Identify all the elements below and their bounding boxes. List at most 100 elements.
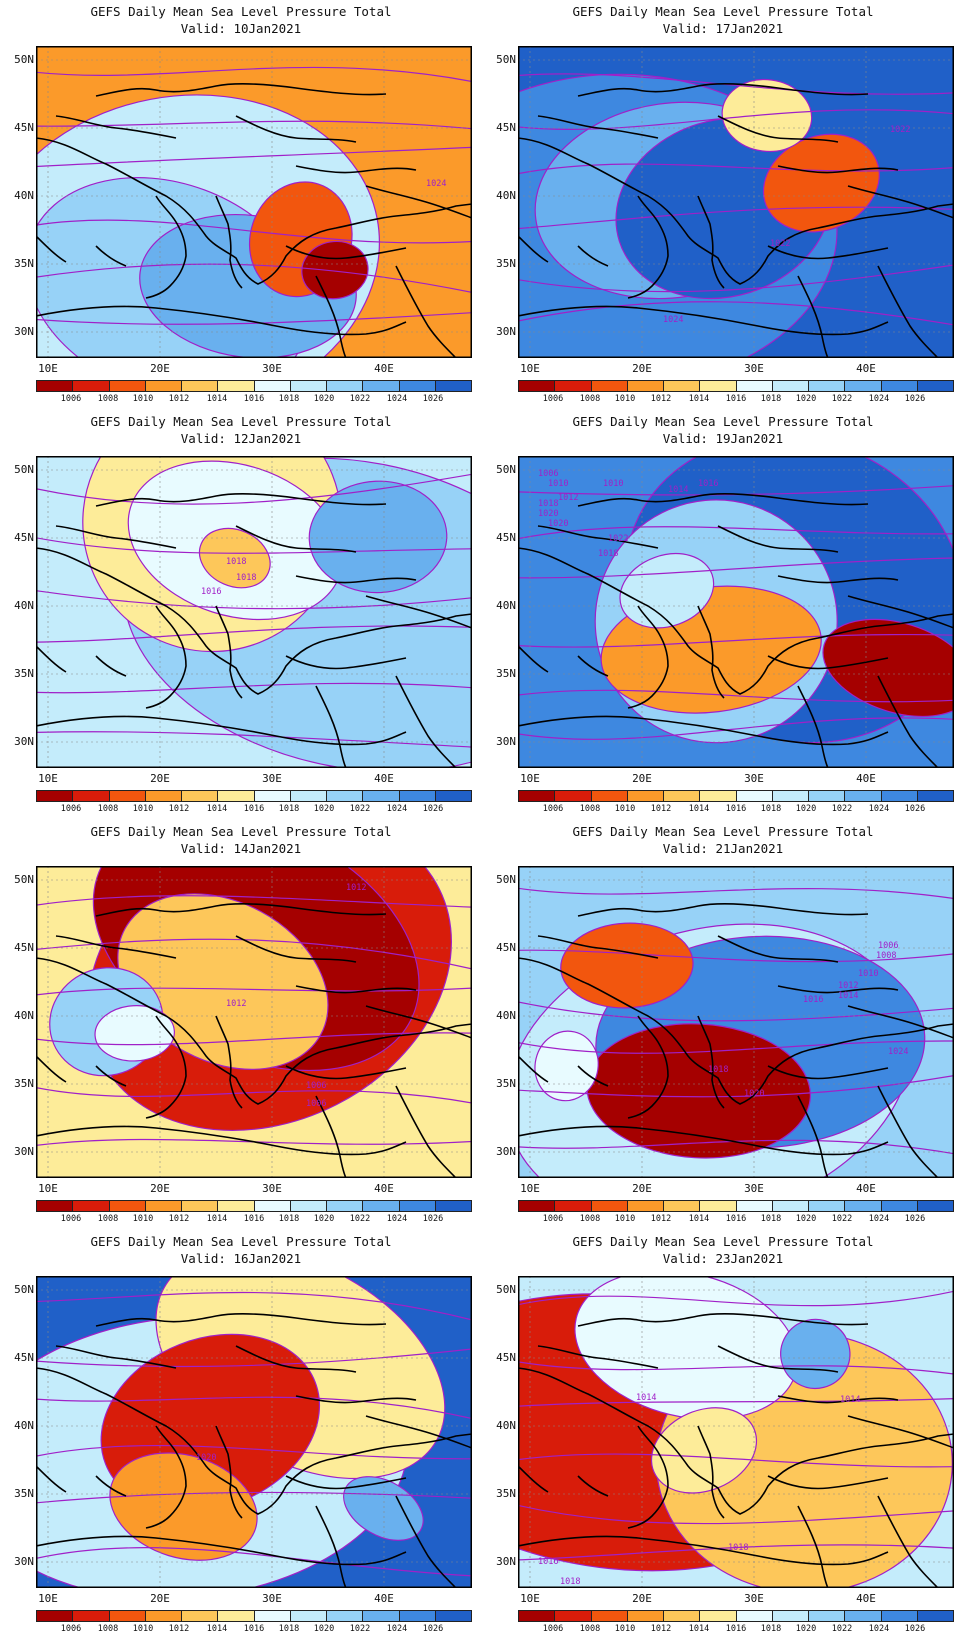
longitude-label: 30E [744,772,764,785]
colorbar-label: 1018 [278,394,300,404]
isobar-line [36,473,472,505]
coastline [518,235,549,263]
colorbar-swatch [809,1201,846,1211]
colorbar-label: 1006 [542,394,564,404]
longitude-label: 30E [262,1592,282,1605]
isobar-label: 1008 [876,951,896,961]
isobar-label: 1016 [201,587,221,597]
coastline [518,645,549,673]
pressure-band [308,480,448,594]
colorbar-label: 1008 [97,1624,119,1634]
isobar-label: 1020 [538,509,558,519]
coastline [95,493,387,507]
colorbar-label: 1020 [795,1214,817,1224]
colorbar-label: 1022 [349,394,371,404]
pressure-band [534,1030,599,1102]
latitude-label: 50N [496,463,516,476]
longitude-label: 40E [856,1592,876,1605]
colorbar-label: 1012 [650,1214,672,1224]
colorbar-swatch [290,381,327,391]
colorbar-swatch [290,791,327,801]
latitude-label: 35N [14,1487,34,1500]
colorbar-label: 1022 [831,1624,853,1634]
colorbar-label: 1014 [688,394,710,404]
isobar-label: 1018 [728,1543,748,1553]
coastline [877,265,939,358]
coastline [697,605,725,699]
coastline [295,575,417,584]
isobar-label: 1018 [226,557,246,567]
colorbar-label: 1016 [725,804,747,814]
colorbar-label: 1020 [313,1214,335,1224]
coastline [55,115,177,139]
colorbar-label: 1008 [579,1214,601,1224]
colorbar-label: 1018 [760,1214,782,1224]
latitude-label: 45N [496,121,516,134]
colorbar-swatch [627,1201,664,1211]
coastline [36,1055,67,1083]
colorbar-label: 1026 [904,394,926,404]
longitude-label: 10E [520,362,540,375]
map-panel: GEFS Daily Mean Sea Level Pressure Total… [482,410,964,820]
colorbar-swatch [218,1201,255,1211]
isobar-label: 1020 [196,1453,216,1463]
panel-valid-date: Valid: 21Jan2021 [662,841,784,856]
coastline [777,985,899,994]
isobar-label: 1010 [548,479,568,489]
colorbar-swatch [845,791,882,801]
colorbar-swatch [254,381,291,391]
colorbar-swatch [664,1201,701,1211]
colorbar-swatch [182,1611,219,1621]
pressure-band [94,1005,175,1062]
isobar-line [518,1290,954,1307]
colorbar-swatch [772,1201,809,1211]
colorbar-swatch [664,1611,701,1621]
pressure-band [198,527,271,589]
coastline [295,985,417,994]
coastline [215,1015,243,1109]
colorbar-swatch [736,381,773,391]
colorbar-label: 1020 [795,394,817,404]
coastline [627,1015,669,1119]
pressure-band [301,240,369,300]
isobar-label: 1024 [663,315,683,325]
colorbar-swatch [519,381,556,391]
panel-title: GEFS Daily Mean Sea Level Pressure Total [572,824,874,839]
colorbar-swatch [37,1611,74,1621]
coastline [36,137,472,285]
longitude-label: 30E [262,362,282,375]
colorbar-swatch [555,791,592,801]
colorbar-swatch [700,381,737,391]
coastline [235,115,357,143]
coastline [537,115,659,139]
colorbar-label: 1022 [831,804,853,814]
colorbar-swatch [399,1611,436,1621]
coastline [365,1005,472,1039]
colorbar-label: 1020 [795,1624,817,1634]
latitude-label: 45N [496,531,516,544]
colorbar-swatch [327,381,364,391]
colorbar-label: 1014 [206,1214,228,1224]
coastline [577,1313,869,1327]
isobar-label: 1014 [636,1393,656,1403]
panel-valid-date: Valid: 19Jan2021 [662,431,784,446]
latitude-label: 30N [496,325,516,338]
isobar-line [36,1444,472,1460]
coastline [285,1065,407,1080]
isobar-line [36,537,472,554]
longitude-label: 20E [632,1592,652,1605]
isobar-label: 1010 [858,969,878,979]
pressure-map: 1006 1008 1010 1012 1014 1016 1018 1020 1024 [518,866,954,1178]
isobar-label: 1014 [668,485,688,495]
coastline [315,1095,347,1178]
colorbar-swatch [363,381,400,391]
colorbar-swatch [881,791,918,801]
isobar-label: 1012 [346,883,366,893]
colorbar-swatch [218,791,255,801]
colorbar-label: 1026 [422,804,444,814]
isobar-line [36,682,472,694]
colorbar-label: 1024 [868,1624,890,1634]
colorbar-swatch [435,791,471,801]
coastline [215,605,243,699]
